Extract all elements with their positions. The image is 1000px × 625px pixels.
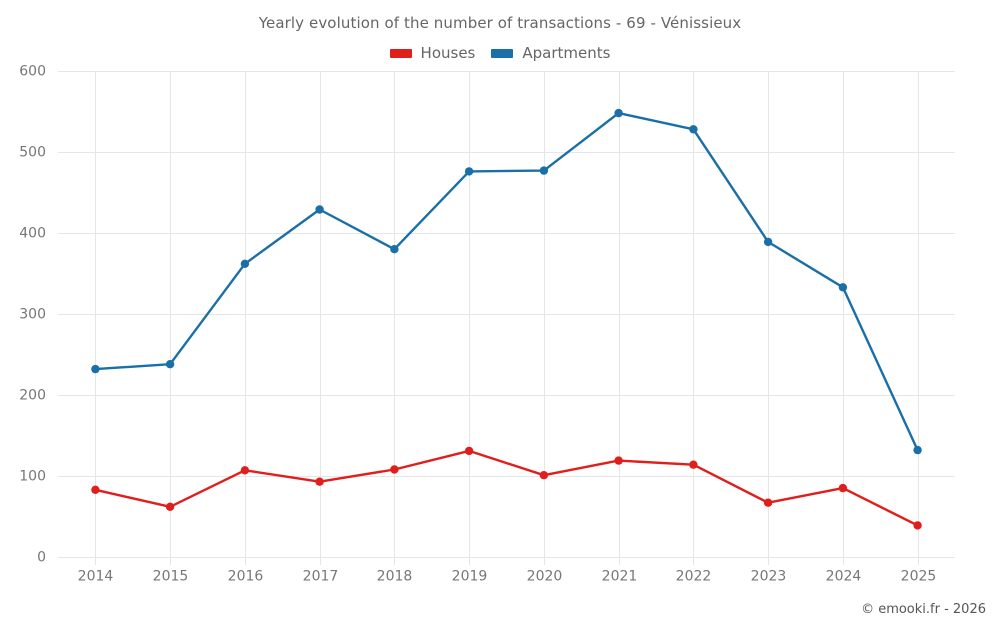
data-point[interactable]: Apartments 2024: 333 <box>838 283 848 292</box>
x-axis-tick-label: 2024 <box>826 569 862 585</box>
x-axis-tick-label: 2022 <box>676 569 712 585</box>
x-axis-tick-label: 2017 <box>303 569 339 585</box>
data-point[interactable]: Apartments 2014: 232 <box>91 364 100 374</box>
series-houses: Houses 2014: 83 Houses 2015: 62 Houses 201… <box>91 446 922 530</box>
x-axis-tick-label: 2016 <box>228 569 264 585</box>
y-axis-tick-label: 500 <box>19 145 46 161</box>
x-axis-tick-label: 2018 <box>377 569 413 585</box>
legend-item-houses[interactable]: Houses <box>389 44 476 62</box>
legend-swatch-apartments <box>491 48 514 58</box>
y-axis-tick-label: 600 <box>19 64 46 80</box>
y-axis-tick-label: 100 <box>19 469 46 485</box>
data-point[interactable]: Houses 2023: 67 <box>763 498 773 507</box>
data-point[interactable]: Apartments 2018: 380 <box>390 245 399 254</box>
data-point[interactable]: Apartments 2025: 132 <box>913 445 922 455</box>
data-point[interactable]: Apartments 2023: 389 <box>763 237 773 247</box>
data-point[interactable]: Houses 2019: 131 <box>464 446 474 456</box>
y-axis-tick-label: 400 <box>19 226 46 242</box>
y-axis-tick-label: 200 <box>19 388 46 404</box>
data-point[interactable]: Apartments 2020: 477 <box>539 166 549 175</box>
x-axis-tick-label: 2014 <box>78 569 114 585</box>
data-point[interactable]: Apartments 2019: 476 <box>464 167 474 176</box>
data-point[interactable]: Houses 2021: 119 <box>614 456 623 465</box>
chart-legend: Houses Apartments <box>0 44 1000 62</box>
legend-item-apartments[interactable]: Apartments <box>491 44 610 62</box>
data-point[interactable]: Houses 2022: 114 <box>689 460 698 469</box>
data-point[interactable]: Houses 2020: 101 <box>539 471 549 480</box>
x-axis-tick-label: 2015 <box>153 569 189 585</box>
x-axis-tick-label: 2025 <box>901 569 937 585</box>
legend-label: Apartments <box>522 44 611 62</box>
x-axis-tick-label: 2019 <box>452 569 488 585</box>
chart-title: Yearly evolution of the number of transa… <box>258 14 742 32</box>
data-point[interactable]: Houses 2016: 107 <box>240 466 250 475</box>
y-axis-tick-label: 300 <box>19 307 46 323</box>
series-line-houses <box>94 449 919 527</box>
y-axis-tick-label: 0 <box>37 550 46 566</box>
legend-label: Houses <box>420 44 476 62</box>
series-line-apartments <box>94 111 919 452</box>
data-point[interactable]: Apartments 2017: 429 <box>315 205 324 214</box>
copyright-credit: © emooki.fr - 2026 <box>861 602 986 617</box>
data-point[interactable]: Apartments 2015: 238 <box>165 360 175 369</box>
data-point[interactable]: Houses 2017: 93 <box>315 477 324 486</box>
data-point[interactable]: Houses 2024: 85 <box>838 483 848 493</box>
x-axis-tick-label: 2020 <box>527 569 563 585</box>
data-point[interactable]: Houses 2014: 83 <box>91 485 100 494</box>
legend-swatch-houses <box>389 48 412 58</box>
data-point[interactable]: Apartments 2021: 548 <box>614 108 623 118</box>
grid-lines: 0 100 200 300 400 500 600 2014 2015 2016 2017 2018 2… <box>19 64 955 585</box>
data-point[interactable]: Houses 2015: 62 <box>165 502 175 511</box>
x-axis-tick-label: 2021 <box>602 569 638 585</box>
data-point[interactable]: Houses 2018: 108 <box>390 465 399 474</box>
data-point[interactable]: Houses 2025: 39 <box>913 521 922 530</box>
x-axis-tick-label: 2023 <box>751 569 787 585</box>
series-apartments: Apartments 2014: 232 Apartments 2015: 238… <box>91 108 922 455</box>
data-point[interactable]: Apartments 2022: 528 <box>689 125 698 134</box>
data-point[interactable]: Apartments 2016: 362 <box>240 259 250 268</box>
